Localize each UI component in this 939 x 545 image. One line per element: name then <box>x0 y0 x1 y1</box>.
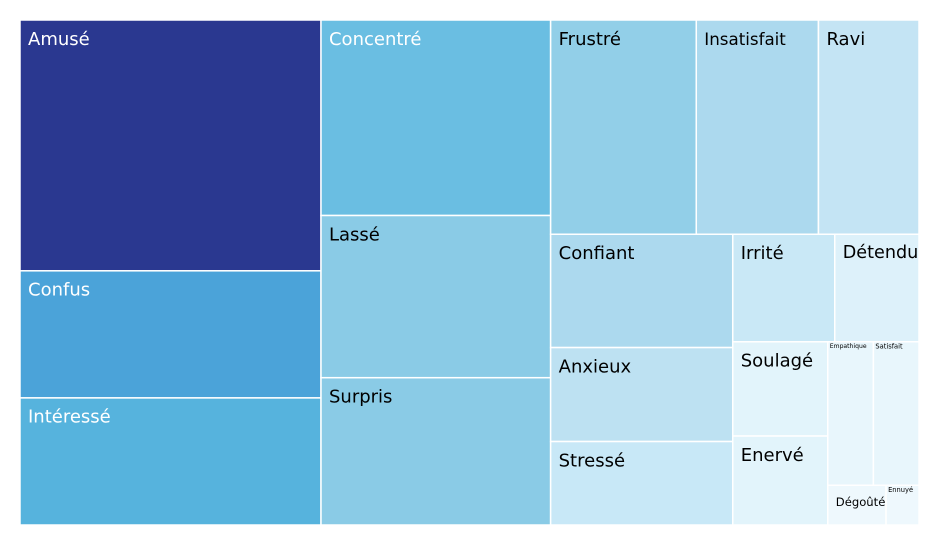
tile <box>834 233 920 343</box>
tile <box>320 214 552 379</box>
tile <box>549 440 734 526</box>
tile <box>872 341 920 487</box>
tile-label: Enervé <box>741 445 804 466</box>
tile <box>695 19 820 235</box>
tile <box>827 484 887 526</box>
tile <box>320 376 552 526</box>
tile-label: Ravi <box>826 29 865 50</box>
tile-label: Confus <box>28 280 90 301</box>
tile-label: Surpris <box>329 387 392 408</box>
tile <box>885 484 920 526</box>
tile-label: Empathique <box>830 343 867 350</box>
tile <box>320 19 552 217</box>
tile-label: Ennuyé <box>888 486 913 494</box>
tile-label: Anxieux <box>559 356 632 377</box>
tile-label: Concentré <box>329 29 422 50</box>
tile-label: Frustré <box>559 29 621 50</box>
tile <box>817 19 920 235</box>
tile-label: Confiant <box>559 243 635 264</box>
tile <box>19 19 322 272</box>
tile <box>731 435 829 526</box>
tile-label: Irrité <box>741 243 784 264</box>
tile-label: Stressé <box>559 450 625 471</box>
tile-label: Satisfait <box>875 343 903 351</box>
tile <box>827 341 875 487</box>
tile-label: Détendu <box>843 243 919 263</box>
tile-label: Intéressé <box>28 407 111 428</box>
tile <box>549 19 698 235</box>
tile-label: Soulagé <box>741 351 813 372</box>
tile-label: Amusé <box>28 29 90 50</box>
tile <box>549 233 734 349</box>
tile <box>19 270 322 399</box>
tile <box>19 397 322 526</box>
tile-label: Lassé <box>329 224 380 245</box>
tile-label: Dégoûté <box>836 495 886 509</box>
tile-label: Insatisfait <box>704 29 786 49</box>
